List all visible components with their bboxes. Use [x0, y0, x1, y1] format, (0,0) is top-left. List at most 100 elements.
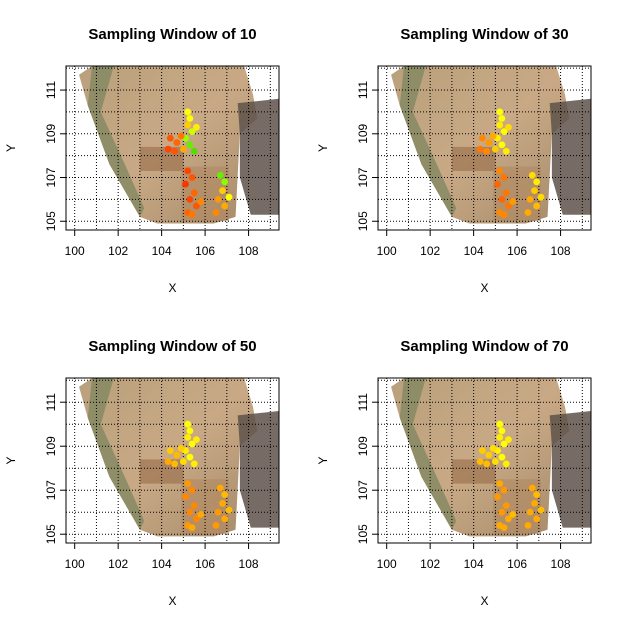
data-point [221, 178, 229, 186]
y-tick-label: 109 [356, 123, 370, 143]
x-tick-label: 104 [464, 244, 484, 258]
x-tick-label: 106 [195, 557, 215, 571]
data-point [173, 451, 181, 459]
data-points [476, 420, 545, 531]
data-point [186, 115, 194, 122]
x-tick-label: 100 [377, 244, 397, 258]
x-tick-label: 102 [420, 244, 440, 258]
data-point [188, 486, 196, 494]
x-tick-label: 104 [464, 557, 484, 571]
y-tick-label: 107 [44, 480, 58, 500]
grid [378, 378, 591, 543]
data-point [166, 134, 174, 142]
data-point [193, 515, 200, 523]
data-point [221, 491, 229, 498]
rock-outcrop [549, 411, 591, 528]
data-point [500, 174, 508, 181]
y-tick-label: 107 [356, 480, 370, 500]
x-tick-label: 102 [108, 244, 128, 258]
data-point [531, 187, 538, 195]
data-point [496, 434, 504, 441]
data-point [190, 460, 198, 468]
data-point [188, 211, 196, 219]
terrain-image [79, 378, 279, 537]
rock-outcrop [237, 98, 279, 215]
data-point [212, 522, 220, 529]
x-tick-label: 100 [65, 244, 85, 258]
data-point [193, 202, 200, 210]
data-point [505, 123, 512, 131]
vegetation-edge [87, 66, 145, 217]
data-point [216, 484, 224, 492]
data-point [188, 524, 196, 531]
y-tick-label: 105 [356, 211, 370, 231]
data-point [502, 147, 510, 155]
data-point [197, 198, 205, 205]
data-point [494, 180, 501, 188]
x-axis-label: X [480, 281, 488, 295]
data-point [179, 145, 187, 153]
y-tick-label: 105 [44, 211, 58, 231]
data-point [188, 174, 196, 181]
data-point [483, 147, 491, 155]
data-point [498, 427, 506, 435]
data-point [214, 195, 222, 203]
data-point [190, 147, 198, 155]
data-point [496, 480, 504, 487]
data-point [500, 128, 508, 136]
data-point [171, 460, 179, 468]
data-point [186, 141, 194, 149]
data-point [184, 420, 192, 428]
data-point [219, 187, 226, 195]
data-point [491, 458, 499, 465]
data-point [502, 460, 510, 468]
data-point [485, 451, 493, 459]
data-point [485, 139, 493, 146]
data-point [498, 115, 506, 122]
data-points [164, 420, 233, 531]
y-tick-label: 111 [44, 81, 58, 100]
data-point [502, 502, 510, 509]
data-point [225, 506, 233, 514]
y-tick-label: 109 [356, 436, 370, 456]
data-point [496, 108, 504, 116]
data-point [478, 447, 486, 454]
data-point [186, 508, 194, 516]
y-tick-label: 111 [356, 393, 370, 412]
data-point [188, 440, 196, 448]
data-points [476, 108, 545, 219]
panel-3: 100 102 104 106 108 105 107 109 111 Sampling Wind… [4, 338, 280, 608]
data-point [177, 132, 185, 140]
data-point [190, 502, 198, 509]
y-axis-label: Y [4, 144, 18, 152]
data-point [505, 515, 512, 523]
x-tick-label: 106 [507, 557, 527, 571]
chart-title: Sampling Window of 50 [88, 338, 256, 355]
data-point [186, 195, 194, 203]
vegetation-edge [399, 66, 457, 217]
data-point [489, 132, 497, 140]
data-point [184, 480, 192, 487]
data-point [494, 493, 501, 501]
data-point [526, 508, 534, 516]
grid [66, 378, 279, 543]
data-point [491, 145, 499, 153]
data-point [524, 522, 532, 529]
data-point [498, 453, 506, 461]
data-point [216, 171, 224, 179]
vegetation-edge [399, 378, 457, 530]
y-tick-label: 107 [356, 167, 370, 187]
data-point [509, 198, 517, 205]
plot-frame [65, 377, 280, 544]
x-tick-label: 102 [108, 557, 128, 571]
x-tick-label: 106 [195, 244, 215, 258]
data-point [526, 195, 534, 203]
data-point [509, 511, 517, 518]
panel-4: 100 102 104 106 108 105 107 109 111 Sampling Wind… [316, 338, 592, 608]
chart-title: Sampling Window of 70 [400, 338, 568, 355]
x-tick-label: 104 [152, 244, 172, 258]
terrain-image [391, 378, 591, 537]
y-axis-label: Y [316, 456, 330, 464]
data-point [184, 434, 192, 441]
